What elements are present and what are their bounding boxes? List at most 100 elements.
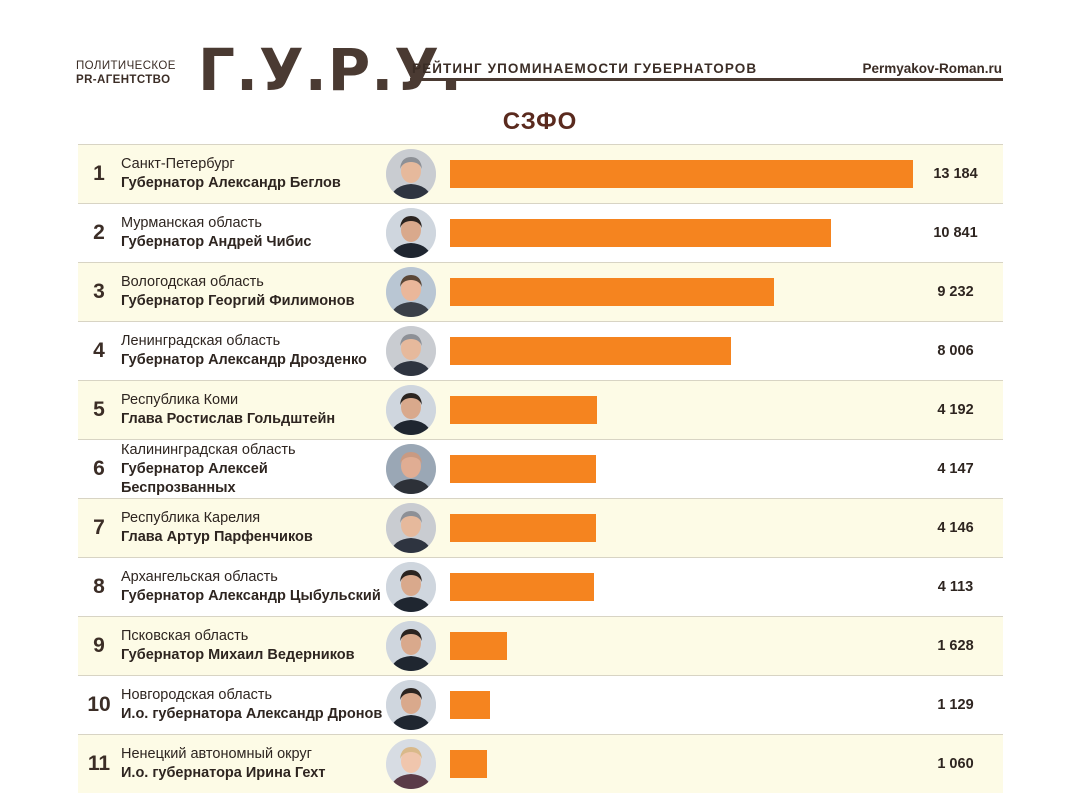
avatar-man-smiling — [386, 267, 436, 317]
chart-row: 11 Ненецкий автономный округ И.о. губерна… — [78, 734, 1003, 793]
governor-name: И.о. губернатора Ирина Гехт — [121, 765, 326, 781]
avatar-man-dark-hair — [386, 562, 436, 612]
data-label: 1 129 — [937, 697, 974, 713]
rank-number: 8 — [93, 575, 105, 598]
chart-row: 7 Республика Карелия Глава Артур Парфенчи… — [78, 498, 1003, 557]
agency-caption: ПОЛИТИЧЕСКОЕ PR-АГЕНТСТВО — [76, 59, 176, 87]
category-label: Ненецкий автономный округ И.о. губернато… — [121, 735, 383, 793]
data-label: 4 113 — [937, 579, 974, 595]
data-label: 10 841 — [933, 225, 978, 241]
category-label: Санкт-Петербург Губернатор Александр Бег… — [121, 145, 383, 203]
avatar-man-bald — [386, 444, 436, 494]
bar-track — [450, 735, 913, 793]
chart-row: 5 Республика Коми Глава Ростислав Гольдшт… — [78, 380, 1003, 439]
bar — [450, 219, 831, 247]
category-label: Ленинградская область Губернатор Алексан… — [121, 322, 383, 380]
bar-track — [450, 558, 913, 616]
region-name: Вологодская область — [121, 274, 264, 290]
governor-name: Губернатор Андрей Чибис — [121, 234, 312, 250]
category-label: Архангельская область Губернатор Алексан… — [121, 558, 383, 616]
region-name: Мурманская область — [121, 215, 262, 231]
ranking-chart: 1 Санкт-Петербург Губернатор Александр Бе… — [78, 144, 1003, 793]
rank-number: 4 — [93, 339, 105, 362]
bar-track — [450, 617, 913, 675]
avatar-man-dark-hair — [386, 385, 436, 435]
agency-logo: Г.У.Р.У. — [198, 36, 464, 104]
bar — [450, 632, 507, 660]
bar — [450, 514, 596, 542]
rank-number: 2 — [93, 221, 105, 244]
governor-name: Губернатор Михаил Ведерников — [121, 647, 355, 663]
bar — [450, 573, 594, 601]
category-label: Мурманская область Губернатор Андрей Чиб… — [121, 204, 383, 262]
region-name: Республика Коми — [121, 392, 239, 408]
rating-title: РЕЙТИНГ УПОМИНАЕМОСТИ ГУБЕРНАТОРОВ — [412, 61, 758, 76]
governor-name: Губернатор Алексей Беспрозванных — [121, 460, 268, 496]
chart-row: 10 Новгородская область И.о. губернатора … — [78, 675, 1003, 734]
chart-row: 9 Псковская область Губернатор Михаил Вед… — [78, 616, 1003, 675]
governor-name: Глава Ростислав Гольдштейн — [121, 411, 336, 427]
header: ПОЛИТИЧЕСКОЕ PR-АГЕНТСТВО Г.У.Р.У. РЕЙТИ… — [0, 0, 1080, 110]
region-name: Республика Карелия — [121, 510, 261, 526]
site-link[interactable]: Permyakov-Roman.ru — [862, 61, 1002, 76]
data-label: 4 192 — [937, 402, 974, 418]
chart-row: 2 Мурманская область Губернатор Андрей Чи… — [78, 203, 1003, 262]
rank-number: 5 — [93, 398, 105, 421]
bar — [450, 750, 487, 778]
governor-name: Губернатор Георгий Филимонов — [121, 293, 355, 309]
avatar-man-dark-hair — [386, 621, 436, 671]
bar-track — [450, 676, 913, 734]
category-label: Республика Коми Глава Ростислав Гольдште… — [121, 381, 383, 439]
avatar-man-grey-hair — [386, 503, 436, 553]
rank-number: 6 — [93, 457, 105, 480]
rank-number: 10 — [87, 693, 111, 716]
agency-caption-line2: PR-АГЕНТСТВО — [76, 74, 171, 86]
avatar-woman-blonde — [386, 739, 436, 789]
bar — [450, 278, 774, 306]
region-name: Калининградская область — [121, 441, 296, 458]
region-name: Ненецкий автономный округ — [121, 746, 312, 762]
data-label: 4 146 — [937, 520, 974, 536]
bar-track — [450, 499, 913, 557]
bar — [450, 691, 490, 719]
category-label: Псковская область Губернатор Михаил Веде… — [121, 617, 383, 675]
rank-number: 11 — [87, 752, 111, 775]
bar-track — [450, 145, 913, 203]
category-label: Калининградская область Губернатор Алекс… — [121, 440, 383, 498]
data-label: 4 147 — [937, 461, 974, 477]
bar-track — [450, 322, 913, 380]
chart-row: 6 Калининградская область Губернатор Алек… — [78, 439, 1003, 498]
governor-name: Губернатор Александр Беглов — [121, 175, 341, 191]
category-label: Новгородская область И.о. губернатора Ал… — [121, 676, 383, 734]
bar-track — [450, 204, 913, 262]
governor-name: Губернатор Александр Дрозденко — [121, 352, 367, 368]
region-name: Новгородская область — [121, 687, 273, 703]
avatar-man-dark-hair — [386, 208, 436, 258]
agency-caption-line1: ПОЛИТИЧЕСКОЕ — [76, 60, 176, 72]
bar — [450, 396, 597, 424]
region-name: Архангельская область — [121, 569, 278, 585]
rank-number: 7 — [93, 516, 105, 539]
chart-row: 3 Вологодская область Губернатор Георгий … — [78, 262, 1003, 321]
category-label: Вологодская область Губернатор Георгий Ф… — [121, 263, 383, 321]
governor-name: И.о. губернатора Александр Дронов — [121, 706, 383, 722]
chart-row: 1 Санкт-Петербург Губернатор Александр Бе… — [78, 144, 1003, 203]
avatar-man-grey-hair — [386, 326, 436, 376]
bar — [450, 337, 731, 365]
chart-title: СЗФО — [502, 108, 578, 135]
data-label: 8 006 — [937, 343, 974, 359]
avatar-man-grey-hair — [386, 149, 436, 199]
chart-row: 8 Архангельская область Губернатор Алекса… — [78, 557, 1003, 616]
governor-name: Глава Артур Парфенчиков — [121, 529, 313, 545]
bar-track — [450, 263, 913, 321]
bar-track — [450, 381, 913, 439]
data-label: 13 184 — [933, 166, 978, 182]
region-name: Ленинградская область — [121, 333, 281, 349]
governor-name: Губернатор Александр Цыбульский — [121, 588, 381, 604]
rank-number: 1 — [93, 162, 105, 185]
region-name: Псковская область — [121, 628, 249, 644]
data-label: 1 628 — [937, 638, 974, 654]
rank-number: 9 — [93, 634, 105, 657]
data-label: 9 232 — [937, 284, 974, 300]
category-label: Республика Карелия Глава Артур Парфенчик… — [121, 499, 383, 557]
